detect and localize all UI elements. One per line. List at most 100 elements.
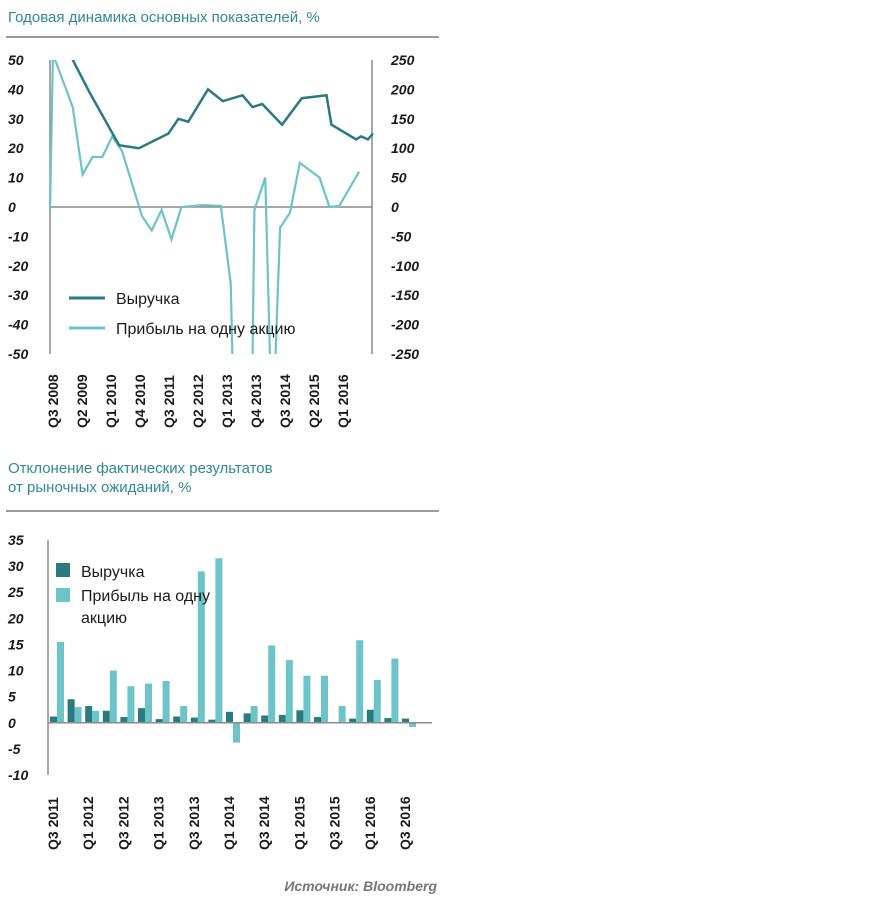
x-tick-label-group: Q3 2012 — [115, 796, 131, 850]
bar-eps — [127, 686, 135, 723]
left-tick-label: 40 — [7, 81, 24, 97]
x-tick-label-group: Q3 2014 — [256, 796, 272, 850]
y-tick-label: 15 — [8, 636, 24, 652]
bar-revenue — [243, 713, 251, 723]
x-tick-label: Q2 2009 — [74, 374, 90, 428]
bar-revenue — [102, 710, 110, 723]
left-tick-label: -30 — [8, 287, 28, 303]
bar-revenue — [314, 717, 321, 723]
x-tick-label-group: Q1 2012 — [80, 796, 96, 850]
bar-revenue — [173, 716, 181, 723]
legend-eps-label-line1: Прибыль на одну — [81, 588, 210, 605]
x-tick-label-group: Q2 2009 — [74, 374, 90, 428]
right-tick-label: 100 — [391, 140, 415, 156]
bar-eps — [92, 710, 100, 723]
legend-eps-swatch — [56, 588, 70, 602]
left-tick-label: 50 — [8, 52, 24, 68]
right-tick-label: 200 — [390, 81, 415, 97]
x-tick-label: Q3 2013 — [186, 796, 202, 850]
left-tick-label: 30 — [8, 111, 24, 127]
x-tick-label: Q1 2016 — [335, 374, 351, 428]
right-tick-label: 150 — [391, 111, 415, 127]
bar-eps — [233, 722, 240, 743]
y-tick-label: -5 — [8, 741, 21, 757]
right-tick-label: 250 — [390, 52, 415, 68]
legend-revenue-swatch — [56, 563, 70, 577]
bar-revenue — [402, 718, 409, 723]
right-tick-label: -150 — [391, 287, 419, 303]
x-tick-label-group: Q1 2013 — [151, 796, 167, 850]
left-tick-label: -20 — [8, 258, 28, 274]
chart2-title-line1: Отклонение фактических результатов — [8, 460, 273, 477]
x-tick-label: Q3 2014 — [277, 374, 293, 428]
x-tick-label-group: Q1 2014 — [221, 796, 237, 850]
x-tick-label: Q1 2016 — [362, 796, 378, 850]
x-tick-label: Q3 2011 — [45, 797, 61, 850]
x-tick-label-group: Q4 2010 — [132, 374, 148, 428]
bar-eps — [356, 640, 364, 723]
x-tick-label: Q2 2012 — [190, 374, 206, 428]
bar-revenue — [349, 718, 357, 723]
x-tick-label: Q3 2011 — [161, 375, 177, 428]
x-tick-label-group: Q3 2015 — [327, 796, 343, 850]
x-tick-label-group: Q1 2016 — [335, 374, 351, 428]
bar-eps — [303, 675, 311, 723]
x-tick-label: Q1 2015 — [291, 796, 307, 850]
bar-eps — [109, 670, 117, 723]
x-tick-label: Q4 2010 — [132, 374, 148, 428]
bar-revenue — [190, 717, 198, 723]
y-tick-label: -10 — [8, 767, 28, 783]
bar-eps — [145, 683, 152, 723]
left-tick-label: -40 — [8, 317, 28, 333]
left-tick-label: 0 — [8, 199, 16, 215]
legend-revenue-label: Выручка — [116, 291, 180, 308]
bar-revenue — [155, 719, 163, 723]
right-tick-label: -100 — [391, 258, 419, 274]
bar-eps — [162, 681, 170, 723]
series-revenue-line — [71, 60, 374, 150]
y-tick-label: 30 — [8, 558, 24, 574]
bar-revenue — [138, 708, 145, 723]
bar-eps — [268, 645, 276, 723]
left-tick-label: 10 — [8, 170, 24, 186]
bar-revenue — [208, 719, 216, 723]
x-tick-label: Q3 2015 — [327, 796, 343, 850]
bar-revenue — [384, 718, 392, 723]
bar-revenue — [278, 714, 286, 723]
chart2-title-rule — [6, 510, 439, 512]
bar-revenue — [226, 711, 233, 723]
y-tick-label: 10 — [8, 663, 24, 679]
legend-eps-label: Прибыль на одну акцию — [116, 321, 295, 338]
x-tick-label: Q3 2012 — [115, 796, 131, 850]
x-tick-label: Q4 2013 — [248, 374, 264, 428]
bar-eps — [215, 558, 223, 723]
x-tick-label-group: Q1 2013 — [219, 374, 235, 428]
x-tick-label-group: Q1 2010 — [103, 374, 119, 428]
x-tick-label-group: Q3 2014 — [277, 374, 293, 428]
chart1-title-rule — [6, 36, 439, 38]
bar-revenue — [366, 709, 374, 723]
right-tick-label: -50 — [391, 228, 411, 244]
x-tick-label: Q1 2012 — [80, 796, 96, 850]
x-tick-label: Q1 2013 — [219, 374, 235, 428]
x-tick-label: Q3 2008 — [45, 374, 61, 428]
y-tick-label: 20 — [7, 610, 24, 626]
bar-revenue — [261, 715, 269, 723]
bar-eps — [285, 660, 293, 723]
chart2-title: Отклонение фактических результатов от ры… — [8, 459, 273, 497]
x-tick-label-group: Q3 2008 — [45, 374, 61, 428]
right-tick-label: -250 — [391, 346, 419, 362]
legend-eps-label-line2: акцию — [81, 610, 127, 627]
bar-revenue — [67, 699, 75, 723]
bar-eps — [409, 722, 416, 727]
x-tick-label-group: Q3 2016 — [397, 796, 413, 850]
x-tick-label: Q1 2010 — [103, 374, 119, 428]
bar-revenue — [50, 716, 57, 723]
bar-eps — [57, 641, 64, 723]
x-tick-label: Q3 2016 — [397, 796, 413, 850]
bar-eps — [338, 706, 346, 723]
x-tick-label-group: Q3 2013 — [186, 796, 202, 850]
bar-eps — [197, 571, 205, 723]
legend-revenue-label: Выручка — [81, 564, 145, 581]
